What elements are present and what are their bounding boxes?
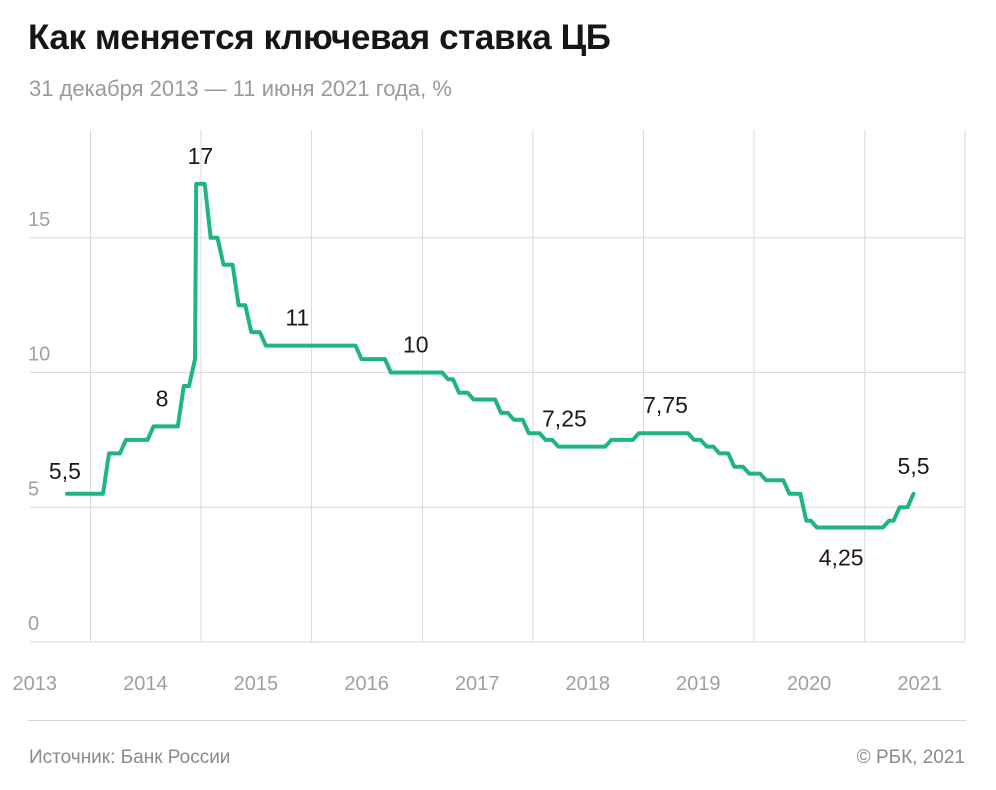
data-label: 10 <box>403 332 429 358</box>
y-tick-label: 0 <box>28 613 39 635</box>
data-label: 7,75 <box>643 392 688 418</box>
data-label: 5,5 <box>49 458 81 484</box>
rate-line <box>64 181 916 530</box>
x-tick-label: 2018 <box>565 673 610 695</box>
y-tick-label: 5 <box>28 478 39 500</box>
footer-divider <box>28 720 966 721</box>
y-tick-label: 10 <box>28 344 50 366</box>
line-chart: 0 5 10 15 2013 2014 2015 2016 2017 2018 2019 2020 20… <box>13 130 966 695</box>
chart-subtitle: 31 декабря 2013 — 11 июня 2021 года, % <box>29 76 452 101</box>
x-tick-label: 2020 <box>787 673 832 695</box>
data-label: 4,25 <box>819 544 864 570</box>
x-tick-label: 2016 <box>344 673 389 695</box>
x-tick-label: 2013 <box>13 673 58 695</box>
x-tick-label: 2021 <box>897 673 942 695</box>
source-text: Источник: Банк России <box>29 747 231 768</box>
x-tick-label: 2019 <box>676 673 721 695</box>
x-tick-label: 2015 <box>234 673 279 695</box>
data-label: 5,5 <box>898 453 930 479</box>
x-tick-label: 2014 <box>123 673 168 695</box>
data-label: 11 <box>285 305 309 331</box>
copyright-text: © РБК, 2021 <box>856 747 965 768</box>
chart-title: Как меняется ключевая ставка ЦБ <box>28 18 611 57</box>
y-tick-label: 15 <box>28 209 50 231</box>
data-label: 7,25 <box>542 406 587 432</box>
data-label: 17 <box>188 143 214 169</box>
x-tick-label: 2017 <box>455 673 500 695</box>
data-label: 8 <box>156 385 169 411</box>
